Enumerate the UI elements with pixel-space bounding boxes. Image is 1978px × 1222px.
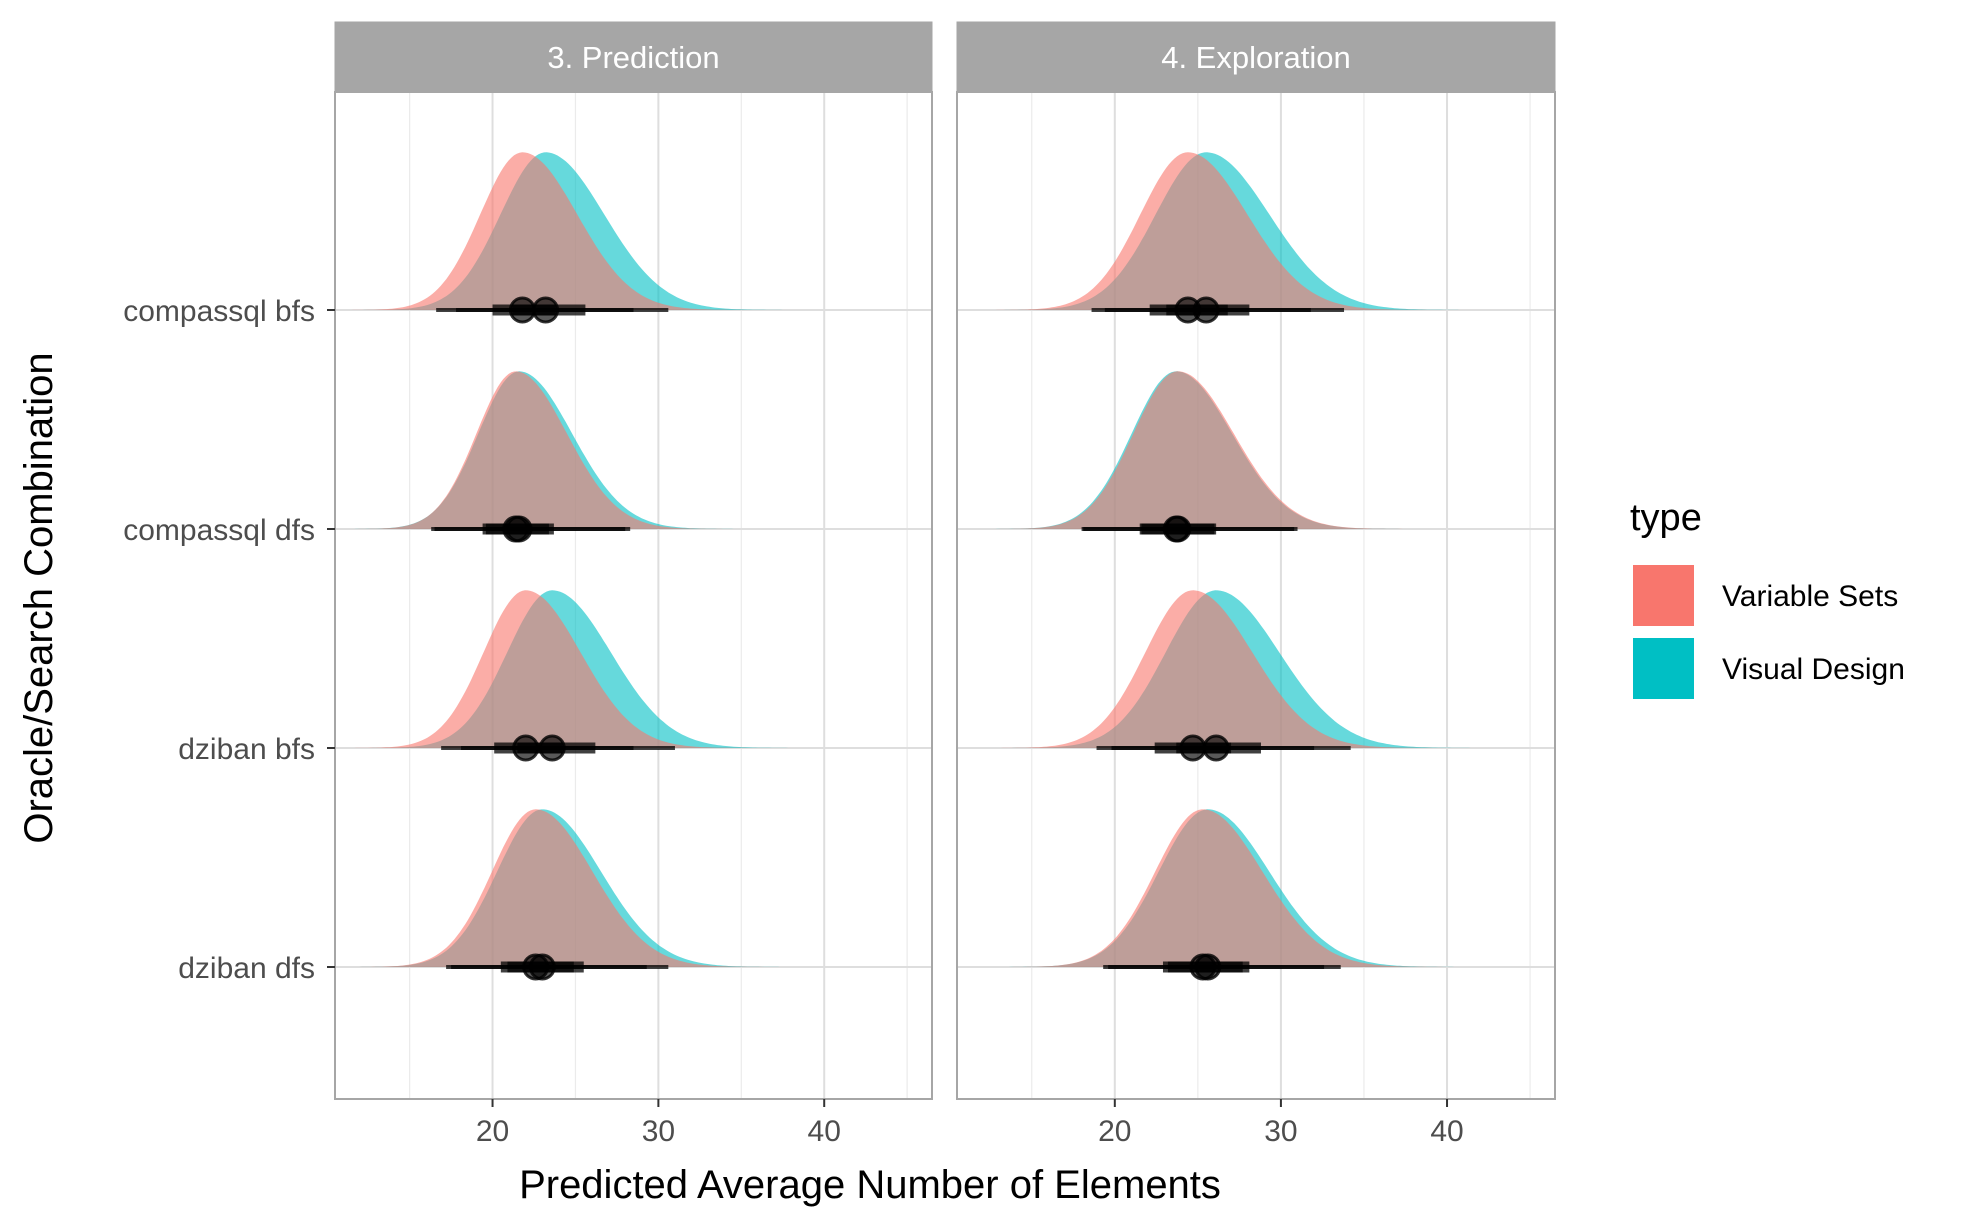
- median-point: [1192, 296, 1220, 324]
- legend-label: Variable Sets: [1722, 580, 1898, 613]
- y-tick-label: dziban bfs: [178, 733, 315, 766]
- median-point: [1162, 515, 1190, 543]
- facet-panel: 3. Prediction 20 30 40: [334, 21, 933, 1148]
- y-axis-title: Oracle/Search Combination: [17, 352, 61, 843]
- density-variable-sets: [957, 371, 1555, 529]
- density-variable-sets: [335, 371, 932, 529]
- median-point: [532, 296, 560, 324]
- facet-title: 4. Exploration: [1161, 40, 1351, 75]
- legend: type Variable Sets Visual Design: [1630, 497, 1905, 699]
- legend-swatch: [1633, 565, 1694, 626]
- x-tick-label: 40: [1430, 1115, 1463, 1148]
- y-tick-label: compassql dfs: [123, 514, 315, 547]
- density-variable-sets: [957, 590, 1555, 748]
- density-variable-sets: [957, 152, 1555, 310]
- row-dziban-dfs: [335, 809, 932, 981]
- x-tick-label: 30: [1264, 1115, 1297, 1148]
- density-variable-sets: [335, 590, 932, 748]
- facet-strip: [334, 21, 933, 93]
- median-point: [512, 734, 540, 762]
- density-variable-sets: [335, 809, 932, 967]
- y-axis-ticks: compassql bfs compassql dfs dziban bfs dzib…: [123, 295, 335, 985]
- x-tick-label: 30: [642, 1115, 675, 1148]
- x-tick-label: 40: [808, 1115, 841, 1148]
- median-point: [508, 296, 536, 324]
- x-axis-title: Predicted Average Number of Elements: [519, 1163, 1221, 1207]
- row-compassql-dfs: [335, 371, 932, 543]
- x-tick-label: 20: [476, 1115, 509, 1148]
- row-compassql-dfs: [957, 371, 1555, 543]
- facet-strip: [956, 21, 1556, 93]
- row-dziban-bfs: [957, 590, 1555, 762]
- x-tick-label: 20: [1098, 1115, 1131, 1148]
- facet-panels: 3. Prediction 20 30 40 4. Exploration 20 30 40: [334, 21, 1556, 1148]
- row-compassql-bfs: [335, 152, 932, 324]
- legend-swatch: [1633, 638, 1694, 699]
- y-tick-label: compassql bfs: [123, 295, 315, 328]
- median-point: [1179, 734, 1207, 762]
- facet-panel: 4. Exploration 20 30 40: [956, 21, 1556, 1148]
- density-variable-sets: [957, 809, 1555, 967]
- median-point: [1194, 953, 1222, 981]
- median-point: [538, 734, 566, 762]
- row-compassql-bfs: [957, 152, 1555, 324]
- legend-title: type: [1630, 497, 1702, 539]
- median-point: [505, 515, 533, 543]
- legend-label: Visual Design: [1722, 653, 1905, 686]
- median-point: [1202, 734, 1230, 762]
- panel-border: [334, 91, 933, 1100]
- facet-title: 3. Prediction: [547, 40, 719, 75]
- median-point: [528, 953, 556, 981]
- density-variable-sets: [335, 152, 932, 310]
- row-dziban-bfs: [335, 590, 932, 762]
- y-tick-label: dziban dfs: [178, 952, 315, 985]
- panel-border: [956, 91, 1556, 1100]
- row-dziban-dfs: [957, 809, 1555, 981]
